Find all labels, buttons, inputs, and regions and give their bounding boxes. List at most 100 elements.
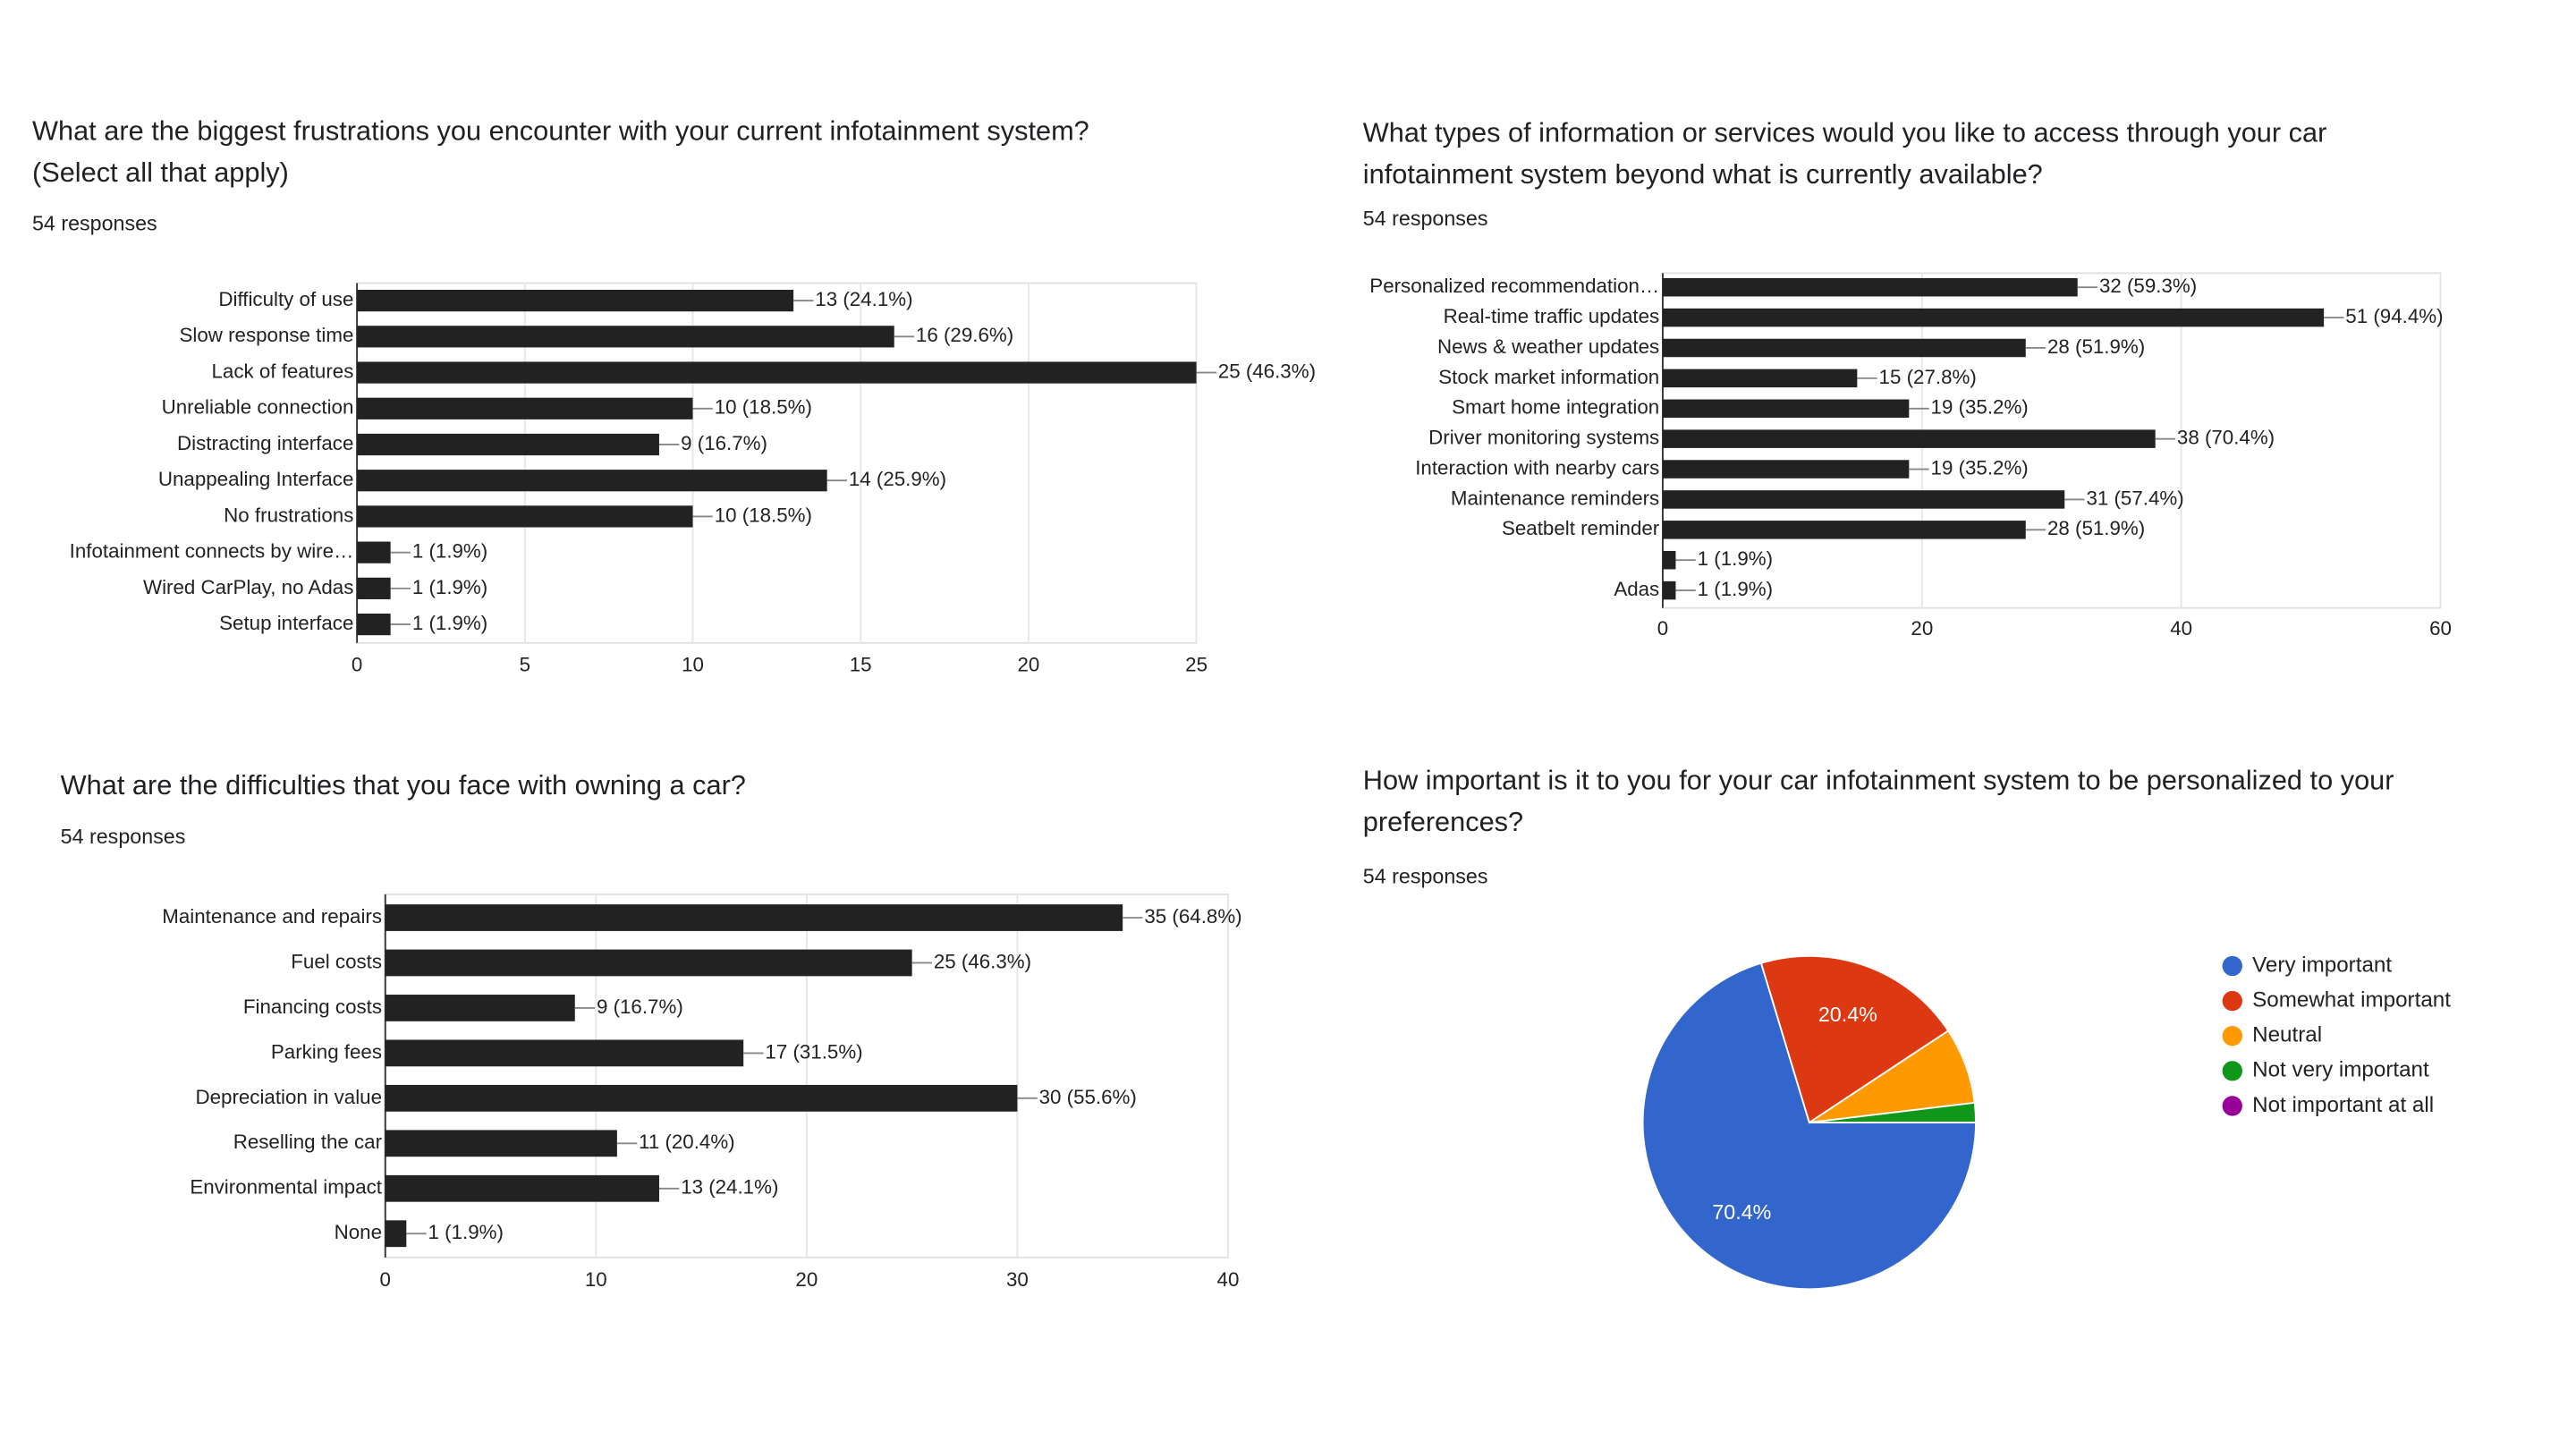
- legend-swatch: [2222, 955, 2242, 977]
- category-label: Smart home integration: [1452, 396, 1659, 419]
- category-label: Wired CarPlay, no Adas: [143, 576, 353, 598]
- x-tick-label: 40: [1217, 1268, 1240, 1291]
- x-tick-label: 25: [1185, 654, 1208, 676]
- legend-swatch: [2222, 1026, 2242, 1046]
- category-label: Stock market information: [1438, 366, 1659, 388]
- category-label: Unreliable connection: [162, 396, 354, 419]
- x-tick-label: 40: [2170, 617, 2192, 640]
- category-label: None: [335, 1221, 382, 1243]
- title-box: What types of information or services wo…: [1362, 118, 2327, 191]
- value-label: 1 (1.9%): [412, 576, 487, 598]
- bar: [1662, 521, 2026, 539]
- value-label: 1 (1.9%): [412, 612, 487, 634]
- x-tick-label: 20: [795, 1268, 818, 1291]
- slice-label: 70.4%: [1712, 1200, 1771, 1224]
- value-label: 15 (27.8%): [1879, 366, 1977, 388]
- value-label: 1 (1.9%): [412, 540, 487, 563]
- category-label: Financing costs: [243, 996, 382, 1018]
- legend-label: Not important at all: [2252, 1093, 2434, 1117]
- bar: [357, 541, 391, 564]
- value-label: 28 (51.9%): [2047, 517, 2145, 539]
- bar: [357, 397, 693, 419]
- value-label: 1 (1.9%): [1698, 547, 1773, 570]
- bar: [1662, 338, 2026, 358]
- category-label: Distracting interface: [177, 432, 353, 454]
- value-label: 30 (55.6%): [1039, 1086, 1137, 1108]
- value-label: 32 (59.3%): [2099, 275, 2197, 297]
- bar: [385, 904, 1123, 931]
- value-label: 1 (1.9%): [1698, 578, 1773, 600]
- bar: [385, 1130, 617, 1157]
- bar: [385, 1084, 1018, 1112]
- legend-label: Neutral: [2252, 1023, 2322, 1047]
- bar: [357, 290, 794, 312]
- bar: [357, 613, 391, 636]
- subtitle: 54 responses: [1363, 864, 1488, 887]
- value-label: 13 (24.1%): [815, 288, 912, 310]
- x-tick-label: 60: [2429, 617, 2452, 640]
- bar: [1662, 277, 2078, 297]
- legend-swatch: [2222, 1096, 2242, 1116]
- subtitle: 54 responses: [61, 825, 186, 848]
- category-label: Interaction with nearby cars: [1415, 456, 1659, 479]
- value-label: 35 (64.8%): [1144, 905, 1241, 928]
- x-tick-label: 20: [1911, 617, 1933, 640]
- legend-label: Somewhat important: [2252, 987, 2451, 1012]
- category-label: Parking fees: [271, 1040, 382, 1063]
- bar: [1662, 399, 1910, 419]
- x-tick-label: 0: [1657, 617, 1668, 640]
- bar: [1662, 490, 2065, 509]
- value-label: 38 (70.4%): [2177, 427, 2275, 449]
- category-label: News & weather updates: [1437, 335, 1659, 358]
- legend-swatch: [2222, 1061, 2242, 1081]
- value-label: 10 (18.5%): [715, 396, 812, 419]
- value-label: 1 (1.9%): [428, 1221, 504, 1243]
- title-box: What are the difficulties that you face …: [61, 771, 746, 801]
- value-label: 19 (35.2%): [1931, 456, 2029, 479]
- category-label: Real-time traffic updates: [1444, 305, 1660, 327]
- bar: [385, 1039, 744, 1067]
- value-label: 11 (20.4%): [639, 1131, 735, 1153]
- chart-title: What types of information or services wo…: [1362, 118, 2327, 191]
- category-label: Setup interface: [219, 612, 353, 634]
- category-label: No frustrations: [224, 504, 353, 526]
- value-label: 9 (16.7%): [681, 432, 767, 454]
- pie-slice: [1641, 962, 1977, 1291]
- x-tick-label: 10: [682, 654, 704, 676]
- value-label: 13 (24.1%): [681, 1176, 778, 1199]
- x-tick-label: 10: [585, 1268, 607, 1291]
- bar: [385, 949, 912, 977]
- category-label: Driver monitoring systems: [1428, 427, 1659, 449]
- category-label: Personalized recommendation…: [1369, 275, 1659, 297]
- bar: [357, 577, 391, 599]
- category-label: Maintenance and repairs: [162, 905, 382, 928]
- value-label: 14 (25.9%): [849, 468, 946, 490]
- x-tick-label: 0: [352, 654, 362, 676]
- chart-title: How important is it to you for your car …: [1362, 766, 2394, 838]
- pie-slice: [1759, 954, 1950, 1124]
- category-label: Reselling the car: [233, 1131, 383, 1153]
- category-label: Infotainment connects by wire…: [70, 540, 354, 563]
- value-label: 16 (29.6%): [916, 324, 1013, 346]
- bar: [357, 326, 894, 348]
- value-label: 17 (31.5%): [765, 1040, 862, 1063]
- title-box: What are the biggest frustrations you en…: [32, 116, 1089, 188]
- bar: [385, 995, 575, 1021]
- bar: [357, 505, 693, 528]
- bar: [1662, 580, 1676, 600]
- category-label: Environmental impact: [190, 1176, 382, 1199]
- value-label: 19 (35.2%): [1931, 396, 2029, 419]
- x-tick-label: 30: [1006, 1268, 1029, 1291]
- category-label: Depreciation in value: [196, 1086, 383, 1108]
- subtitle: 54 responses: [1363, 207, 1488, 230]
- slice-label: 20.4%: [1818, 1003, 1877, 1026]
- value-label: 25 (46.3%): [934, 950, 1031, 972]
- value-label: 25 (46.3%): [1218, 360, 1316, 382]
- value-label: 10 (18.5%): [715, 504, 812, 526]
- subtitle: 54 responses: [32, 212, 157, 235]
- bar: [385, 1220, 407, 1248]
- legend-swatch: [2222, 990, 2242, 1012]
- category-label: Seatbelt reminder: [1502, 517, 1660, 539]
- value-label: 51 (94.4%): [2345, 305, 2443, 327]
